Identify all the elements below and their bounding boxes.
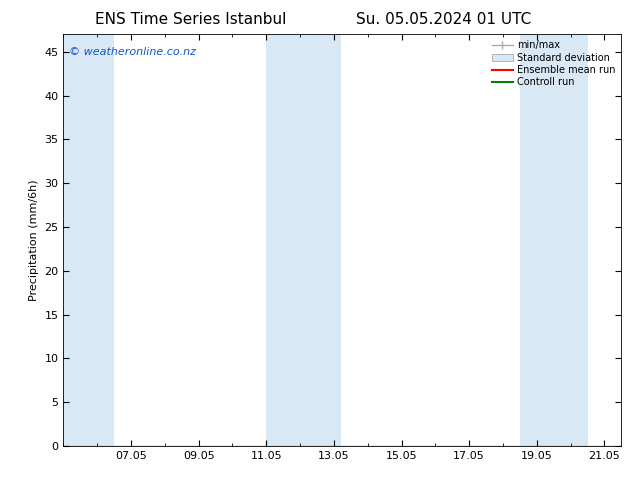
Bar xyxy=(266,34,340,446)
Bar xyxy=(520,34,588,446)
Text: Su. 05.05.2024 01 UTC: Su. 05.05.2024 01 UTC xyxy=(356,12,531,27)
Text: ENS Time Series Istanbul: ENS Time Series Istanbul xyxy=(94,12,286,27)
Legend: min/max, Standard deviation, Ensemble mean run, Controll run: min/max, Standard deviation, Ensemble me… xyxy=(489,37,618,90)
Bar xyxy=(63,34,114,446)
Y-axis label: Precipitation (mm/6h): Precipitation (mm/6h) xyxy=(29,179,39,301)
Text: © weatheronline.co.nz: © weatheronline.co.nz xyxy=(69,47,196,57)
